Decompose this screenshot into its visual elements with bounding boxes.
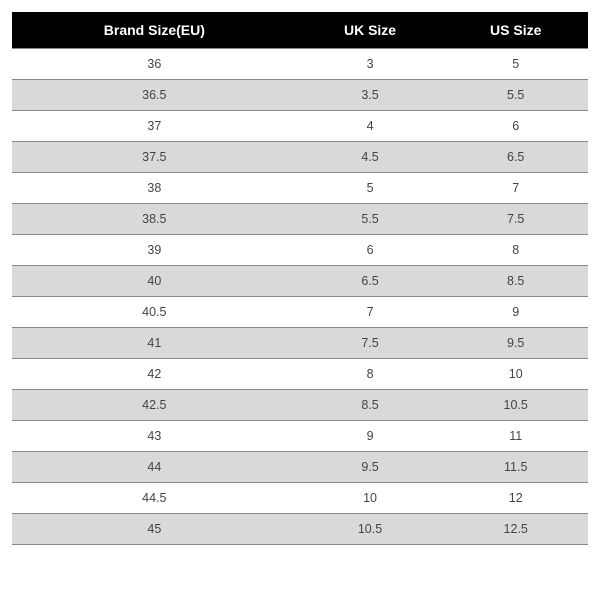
table-cell: 45: [12, 514, 297, 545]
table-cell: 37.5: [12, 142, 297, 173]
table-row: 406.58.5: [12, 266, 588, 297]
table-cell: 11.5: [443, 452, 588, 483]
table-cell: 44: [12, 452, 297, 483]
table-cell: 37: [12, 111, 297, 142]
table-cell: 9: [297, 421, 444, 452]
table-cell: 36.5: [12, 80, 297, 111]
table-cell: 8.5: [297, 390, 444, 421]
table-cell: 6.5: [297, 266, 444, 297]
table-cell: 9.5: [297, 452, 444, 483]
table-row: 44.51012: [12, 483, 588, 514]
table-cell: 10: [297, 483, 444, 514]
table-cell: 8: [443, 235, 588, 266]
table-cell: 10.5: [443, 390, 588, 421]
table-row: 38.55.57.5: [12, 204, 588, 235]
table-row: 449.511.5: [12, 452, 588, 483]
table-cell: 40: [12, 266, 297, 297]
table-cell: 8: [297, 359, 444, 390]
column-header: US Size: [443, 12, 588, 49]
table-cell: 40.5: [12, 297, 297, 328]
table-cell: 41: [12, 328, 297, 359]
table-cell: 10.5: [297, 514, 444, 545]
table-cell: 42: [12, 359, 297, 390]
table-row: 417.59.5: [12, 328, 588, 359]
table-cell: 11: [443, 421, 588, 452]
header-row: Brand Size(EU)UK SizeUS Size: [12, 12, 588, 49]
table-cell: 5: [297, 173, 444, 204]
size-conversion-table: Brand Size(EU)UK SizeUS Size 363536.53.5…: [12, 12, 588, 545]
table-cell: 12: [443, 483, 588, 514]
table-cell: 6.5: [443, 142, 588, 173]
table-row: 3746: [12, 111, 588, 142]
table-row: 42.58.510.5: [12, 390, 588, 421]
table-cell: 42.5: [12, 390, 297, 421]
table-cell: 7.5: [297, 328, 444, 359]
table-cell: 9: [443, 297, 588, 328]
table-cell: 5.5: [297, 204, 444, 235]
table-row: 36.53.55.5: [12, 80, 588, 111]
table-cell: 4: [297, 111, 444, 142]
table-cell: 7: [443, 173, 588, 204]
table-row: 3968: [12, 235, 588, 266]
column-header: UK Size: [297, 12, 444, 49]
table-cell: 36: [12, 49, 297, 80]
table-cell: 43: [12, 421, 297, 452]
table-row: 42810: [12, 359, 588, 390]
column-header: Brand Size(EU): [12, 12, 297, 49]
table-cell: 10: [443, 359, 588, 390]
table-cell: 9.5: [443, 328, 588, 359]
table-row: 3857: [12, 173, 588, 204]
table-cell: 38: [12, 173, 297, 204]
table-row: 40.579: [12, 297, 588, 328]
table-cell: 7: [297, 297, 444, 328]
table-row: 4510.512.5: [12, 514, 588, 545]
table-cell: 6: [443, 111, 588, 142]
table-cell: 6: [297, 235, 444, 266]
table-cell: 12.5: [443, 514, 588, 545]
table-cell: 5.5: [443, 80, 588, 111]
table-cell: 39: [12, 235, 297, 266]
table-cell: 44.5: [12, 483, 297, 514]
table-row: 43911: [12, 421, 588, 452]
table-header: Brand Size(EU)UK SizeUS Size: [12, 12, 588, 49]
table-row: 3635: [12, 49, 588, 80]
table-cell: 8.5: [443, 266, 588, 297]
table-body: 363536.53.55.5374637.54.56.5385738.55.57…: [12, 49, 588, 545]
table-row: 37.54.56.5: [12, 142, 588, 173]
table-cell: 4.5: [297, 142, 444, 173]
table-cell: 5: [443, 49, 588, 80]
table-cell: 3: [297, 49, 444, 80]
table-cell: 3.5: [297, 80, 444, 111]
table-cell: 7.5: [443, 204, 588, 235]
table-cell: 38.5: [12, 204, 297, 235]
